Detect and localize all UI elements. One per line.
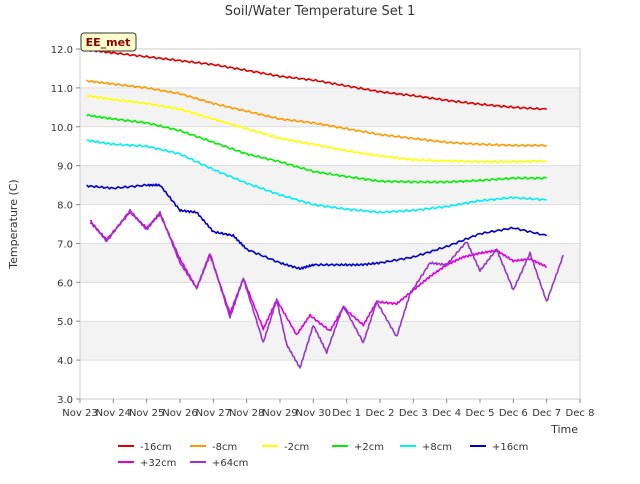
series-line-64cm	[90, 208, 565, 369]
x-tick-label: Dec 8	[566, 408, 595, 419]
grid-bands	[80, 49, 580, 400]
y-tick-label: 7.0	[57, 239, 73, 250]
grid-band	[80, 87, 580, 127]
legend-item: +32cm	[118, 458, 176, 469]
series-line-8cm	[86, 79, 547, 148]
y-tick-label: 11.0	[51, 84, 73, 95]
x-tick-label: Dec 5	[466, 408, 495, 419]
station-label-box: EE_met	[80, 32, 137, 52]
y-tick-label: 6.0	[57, 278, 73, 289]
legend-label: -8cm	[212, 442, 237, 453]
grid-band	[80, 49, 580, 88]
y-tick-label: 3.0	[57, 395, 73, 406]
x-tick-label: Nov 28	[229, 408, 264, 419]
grid-band	[80, 126, 580, 166]
legend-item: -8cm	[190, 442, 237, 453]
legend-label: +16cm	[492, 442, 528, 453]
legend-item: +8cm	[400, 442, 452, 453]
y-axis: 3.0 4.0 5.0 6.0 7.0 8.0 9.0 10.0 11.0 12.0	[51, 45, 80, 406]
x-tick-label: Nov 24	[96, 408, 131, 419]
y-tick-label: 12.0	[51, 45, 73, 56]
legend-item: -16cm	[118, 442, 172, 453]
legend: -16cm -8cm -2cm +2cm +8cm +16cm +32cm +64cm	[118, 442, 528, 469]
series-line-16cm	[86, 48, 547, 111]
series-line-2cm	[86, 94, 547, 164]
legend-label: +64cm	[212, 458, 248, 469]
y-tick-label: 4.0	[57, 356, 73, 367]
legend-label: +32cm	[140, 458, 176, 469]
series-line-2cm	[86, 113, 547, 184]
grid-band	[80, 282, 580, 322]
y-axis-label: Temperature (C)	[7, 179, 20, 269]
chart-title: Soil/Water Temperature Set 1	[225, 4, 416, 19]
y-tick-label: 10.0	[51, 123, 73, 134]
series-lines	[86, 48, 565, 369]
legend-label: +2cm	[354, 442, 384, 453]
x-tick-label: Dec 1	[332, 408, 361, 419]
plot-frame	[79, 48, 581, 400]
x-tick-label: Nov 30	[296, 408, 331, 419]
x-tick-label: Dec 3	[399, 408, 428, 419]
x-tick-label: Nov 26	[162, 408, 197, 419]
y-tick-label: 9.0	[57, 162, 73, 173]
x-tick-label: Dec 2	[366, 408, 395, 419]
y-tick-label: 8.0	[57, 201, 73, 212]
legend-item: -2cm	[262, 442, 309, 453]
series-line-8cm	[86, 139, 547, 214]
x-tick-label: Nov 23	[62, 408, 97, 419]
x-tick-label: Nov 29	[262, 408, 297, 419]
station-label: EE_met	[86, 36, 131, 49]
x-tick-label: Dec 7	[532, 408, 561, 419]
grid-band	[80, 204, 580, 244]
legend-label: +8cm	[422, 442, 452, 453]
y-tick-label: 5.0	[57, 317, 73, 328]
x-axis-label: Time	[550, 423, 578, 436]
x-tick-label: Dec 4	[432, 408, 461, 419]
grid-band	[80, 360, 580, 399]
legend-item: +64cm	[190, 458, 248, 469]
station-label-bg	[80, 32, 137, 52]
series-line-16cm	[86, 183, 548, 271]
x-tick-label: Dec 6	[499, 408, 528, 419]
grid-band	[80, 243, 580, 283]
x-tick-label: Nov 25	[129, 408, 164, 419]
legend-label: -2cm	[284, 442, 309, 453]
legend-item: +2cm	[332, 442, 384, 453]
legend-label: -16cm	[140, 442, 172, 453]
legend-item: +16cm	[470, 442, 528, 453]
x-tick-label: Nov 27	[196, 408, 231, 419]
